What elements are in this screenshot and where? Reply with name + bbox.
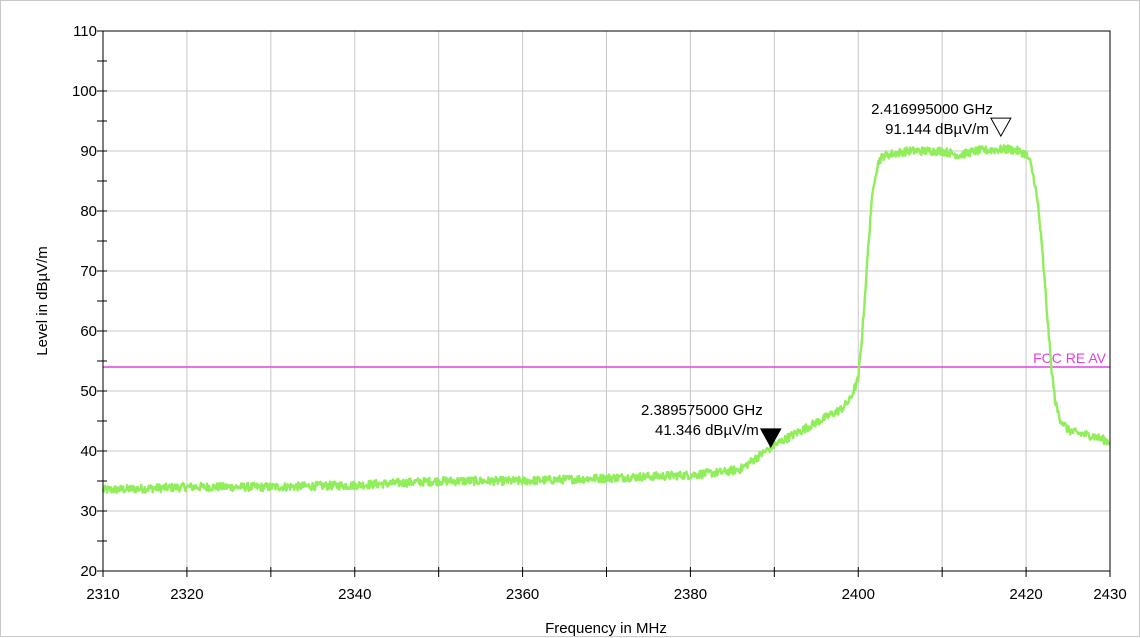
grid <box>103 31 1110 571</box>
x-tick-label: 2310 <box>86 586 119 603</box>
marker-level-label: 91.144 dBµV/m <box>885 121 989 138</box>
marker-frequency-label: 2.389575000 GHz <box>641 402 763 419</box>
y-tick-label: 110 <box>73 23 97 40</box>
x-tick-label: 2430 <box>1093 586 1126 603</box>
x-axis-label: Frequency in MHz <box>545 620 667 637</box>
x-tick-label: 2380 <box>674 586 707 603</box>
marker-triangle <box>759 428 782 448</box>
y-tick-label: 70 <box>80 263 97 280</box>
y-tick-labels: 20 30 40 50 60 70 80 90 100 110 <box>72 23 97 580</box>
y-tick-label: 100 <box>72 83 97 100</box>
markers-group: 2.416995000 GHz 91.144 dBµV/m 2.389575000 … <box>641 101 1012 448</box>
spectrum-trace <box>101 144 1111 494</box>
plot-border <box>102 30 1111 572</box>
y-tick-label: 50 <box>80 383 97 400</box>
marker-frequency-label: 2.416995000 GHz <box>871 101 993 118</box>
y-tick-label: 80 <box>80 203 97 220</box>
x-tick-label: 2420 <box>1009 586 1042 603</box>
series-group <box>101 144 1111 494</box>
marker-level-label: 41.346 dBµV/m <box>655 422 759 439</box>
x-tick-labels: 2310 2320 2340 2360 2380 2400 2420 2430 <box>86 586 1126 603</box>
y-tick-label: 20 <box>80 563 97 580</box>
limit-line-label: FCC RE AV <box>1033 350 1107 366</box>
y-tick-label: 40 <box>80 443 97 460</box>
y-tick-label: 60 <box>80 323 97 340</box>
x-tick-label: 2340 <box>338 586 371 603</box>
y-tick-label: 90 <box>80 143 97 160</box>
y-axis-label: Level in dBµV/m <box>34 246 51 356</box>
x-tick-label: 2400 <box>842 586 875 603</box>
x-tick-label: 2320 <box>170 586 203 603</box>
marker-triangle <box>990 117 1012 138</box>
x-tick-label: 2360 <box>506 586 539 603</box>
y-tick-label: 30 <box>80 503 97 520</box>
